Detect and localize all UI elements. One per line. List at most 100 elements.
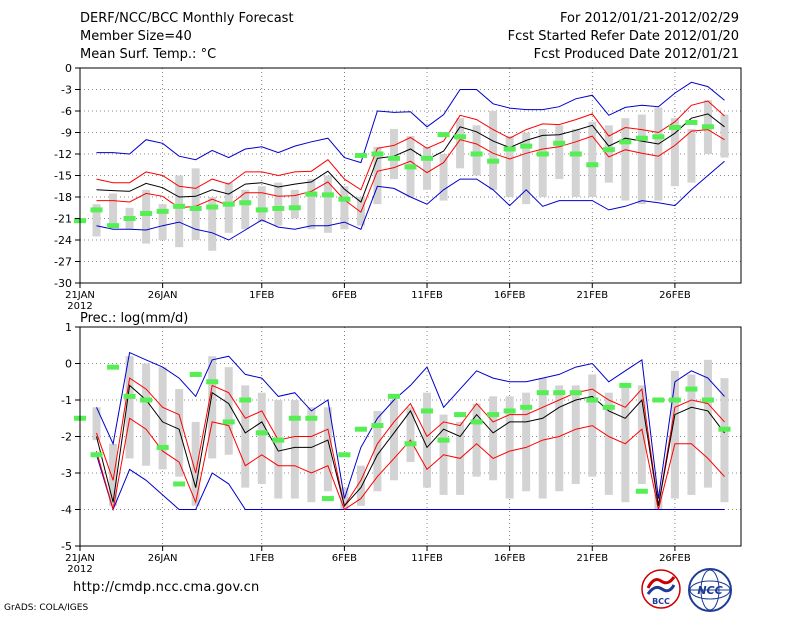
temp-box bbox=[423, 146, 432, 190]
temp-y-tick-label: -15 bbox=[54, 170, 72, 183]
prec-observed-mark bbox=[140, 397, 153, 403]
prec-upper-line bbox=[96, 377, 725, 508]
prec-observed-mark bbox=[123, 393, 136, 399]
prec-observed-mark bbox=[239, 397, 252, 403]
prec-mean-line bbox=[96, 384, 725, 507]
prec-box bbox=[489, 396, 498, 481]
prec-observed-mark bbox=[156, 444, 169, 450]
prec-observed-mark bbox=[255, 430, 268, 436]
temp-min-line bbox=[96, 160, 725, 241]
ncc-logo: NCC bbox=[688, 568, 732, 612]
prec-observed-mark bbox=[354, 426, 367, 432]
temp-y-tick-label: -9 bbox=[61, 127, 72, 140]
temp-observed-mark bbox=[173, 203, 186, 209]
temp-box bbox=[456, 118, 465, 169]
temp-box bbox=[538, 128, 547, 197]
prec-x-tick-label: 11FEB bbox=[411, 553, 443, 564]
temp-box bbox=[439, 154, 448, 201]
header-variable: Mean Surf. Temp.: °C bbox=[80, 47, 217, 62]
temp-box bbox=[109, 193, 118, 226]
bcc-logo: BCC bbox=[641, 569, 681, 609]
prec-box bbox=[389, 400, 398, 481]
prec-observed-mark bbox=[553, 390, 566, 396]
temp-box bbox=[142, 189, 151, 244]
prec-box bbox=[505, 396, 514, 499]
temp-observed-mark bbox=[701, 124, 714, 130]
temp-year-label: 2012 bbox=[67, 301, 92, 312]
temp-observed-mark bbox=[338, 196, 351, 202]
temp-y-tick-label: -6 bbox=[61, 105, 72, 118]
temp-observed-mark bbox=[156, 208, 169, 214]
temp-y-tick-label: -18 bbox=[54, 191, 72, 204]
temp-observed-mark bbox=[536, 151, 549, 157]
prec-observed-mark bbox=[602, 404, 615, 410]
prec-box bbox=[555, 385, 564, 492]
temp-x-tick-label: 16FEB bbox=[494, 290, 526, 301]
temp-box bbox=[670, 118, 679, 187]
prec-box bbox=[670, 370, 679, 499]
prec-box bbox=[224, 367, 233, 455]
temp-x-tick-label: 11FEB bbox=[411, 290, 443, 301]
prec-box bbox=[125, 356, 134, 459]
temp-x-tick-label: 21FEB bbox=[576, 290, 608, 301]
prec-observed-mark bbox=[371, 423, 384, 429]
prec-observed-mark bbox=[454, 412, 467, 418]
prec-box bbox=[571, 385, 580, 484]
prec-observed-mark bbox=[288, 415, 301, 421]
prec-year-label: 2012 bbox=[67, 564, 92, 575]
prec-box bbox=[604, 392, 613, 495]
prec-box bbox=[158, 367, 167, 470]
temp-box bbox=[208, 197, 217, 251]
prec-box bbox=[175, 389, 184, 477]
temp-observed-mark bbox=[288, 205, 301, 211]
temp-observed-mark bbox=[140, 210, 153, 216]
prec-y-tick-label: -3 bbox=[61, 467, 72, 480]
prec-observed-mark bbox=[90, 452, 103, 458]
temp-box bbox=[373, 146, 382, 205]
temp-observed-mark bbox=[470, 151, 483, 157]
footer-url: http://cmdp.ncc.cma.gov.cn bbox=[73, 580, 260, 595]
prec-y-tick-label: -2 bbox=[61, 431, 72, 444]
temp-observed-mark bbox=[272, 205, 285, 211]
prec-box bbox=[654, 491, 663, 510]
prec-box bbox=[290, 400, 299, 499]
prec-observed-mark bbox=[321, 496, 334, 502]
temp-box bbox=[274, 182, 283, 226]
bcc-logo-text: BCC bbox=[652, 597, 670, 606]
temp-box bbox=[621, 118, 630, 201]
prec-x-tick-label: 21JAN bbox=[65, 553, 95, 564]
prec-lower-line bbox=[96, 417, 725, 511]
prec-observed-mark bbox=[487, 412, 500, 418]
prec-observed-mark bbox=[437, 437, 450, 443]
prec-box bbox=[323, 407, 332, 492]
temp-observed-mark bbox=[437, 132, 450, 138]
prec-observed-mark bbox=[272, 437, 285, 443]
prec-x-tick-label: 16FEB bbox=[494, 553, 526, 564]
temp-observed-mark bbox=[520, 143, 533, 149]
prec-observed-mark bbox=[652, 397, 665, 403]
prec-observed-mark bbox=[305, 415, 318, 421]
prec-observed-mark bbox=[536, 390, 549, 396]
prec-box bbox=[92, 407, 101, 441]
temp-box bbox=[241, 189, 250, 230]
prec-box bbox=[522, 392, 531, 492]
prec-box bbox=[423, 392, 432, 488]
prec-min-line bbox=[96, 454, 725, 511]
temp-box bbox=[720, 114, 729, 158]
prec-box bbox=[208, 356, 217, 459]
temp-observed-mark bbox=[222, 201, 235, 207]
prec-x-tick-label: 1FEB bbox=[249, 553, 274, 564]
prec-y-tick-label: -1 bbox=[61, 394, 72, 407]
prec-observed-mark bbox=[701, 397, 714, 403]
temp-x-tick-label: 21JAN bbox=[65, 290, 95, 301]
temp-box bbox=[472, 125, 481, 176]
temp-y-tick-label: 0 bbox=[65, 62, 72, 75]
temp-observed-mark bbox=[586, 162, 599, 168]
temp-observed-mark bbox=[189, 205, 202, 211]
temp-observed-mark bbox=[90, 207, 103, 213]
prec-box bbox=[538, 378, 547, 499]
prec-max-line bbox=[96, 351, 725, 499]
prec-box bbox=[472, 403, 481, 477]
